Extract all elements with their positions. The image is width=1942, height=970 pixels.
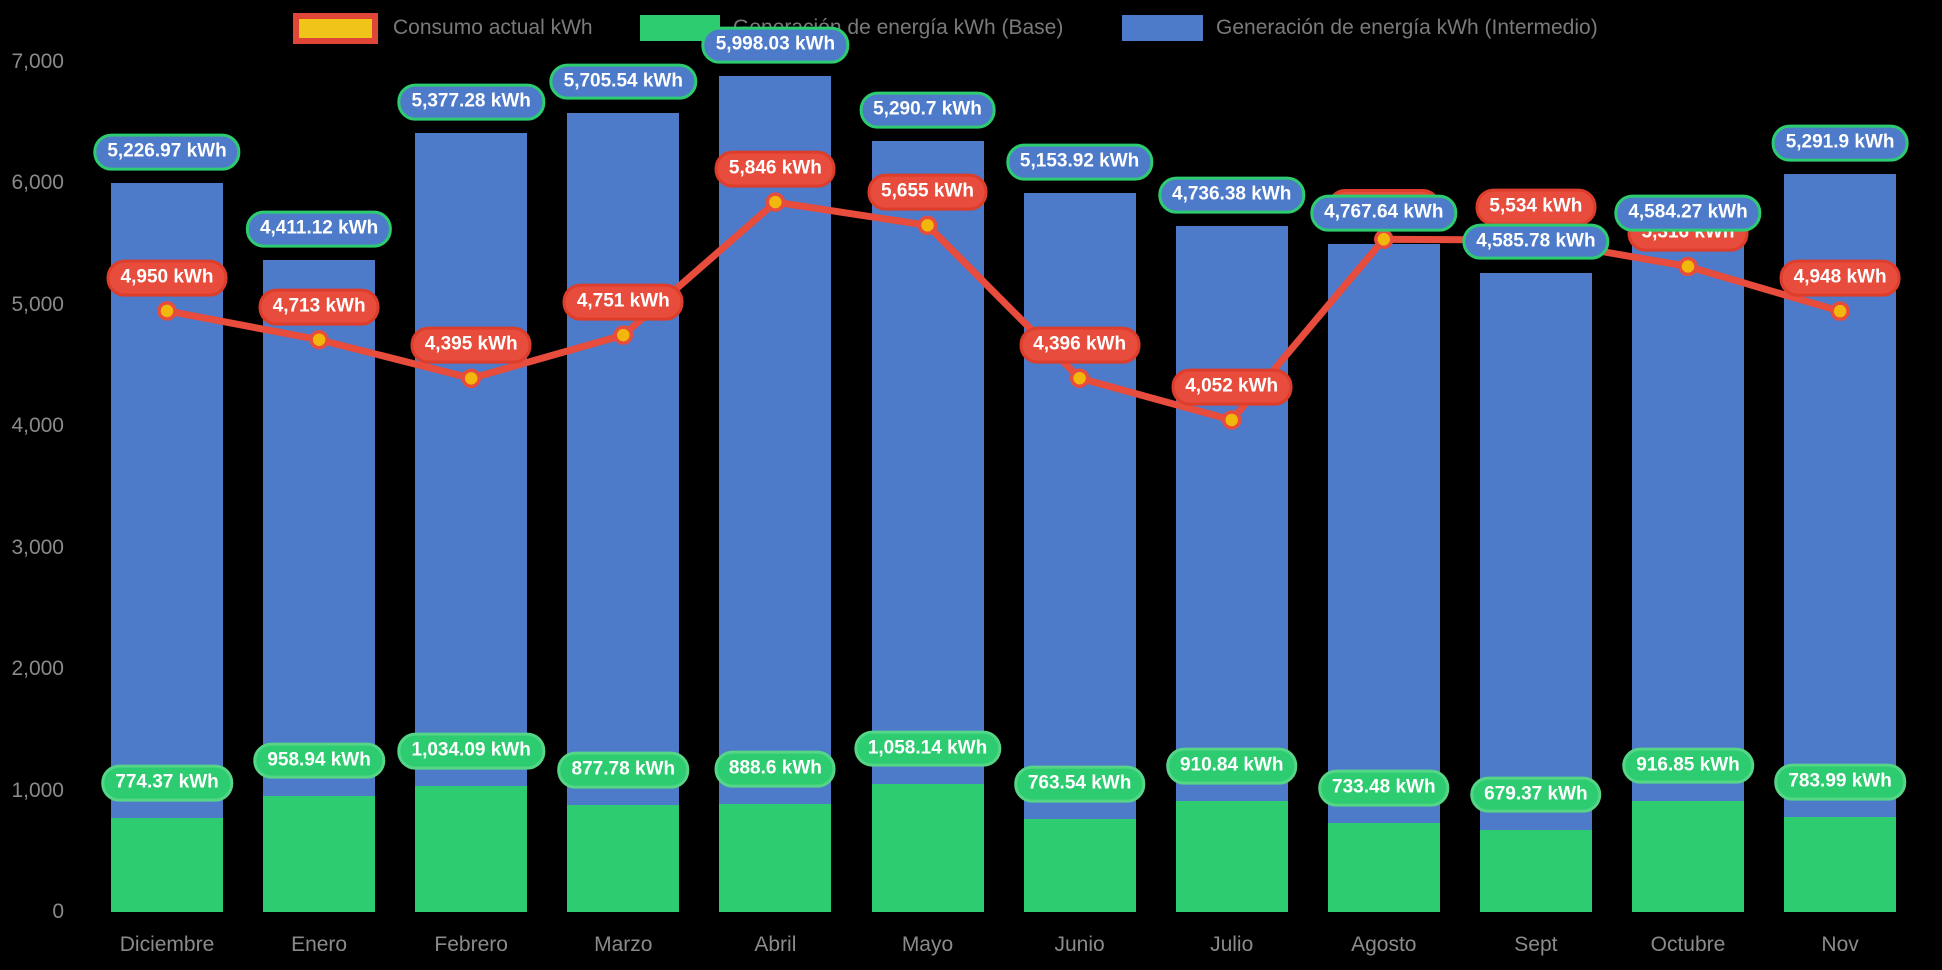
legend-item-consumo-actual[interactable]: Consumo actual kWh [293, 11, 593, 45]
bar-base-enero[interactable] [263, 795, 376, 912]
bar-intermedio-junio[interactable] [1023, 193, 1136, 820]
base-badge-abril: 888.6 kWh [714, 750, 836, 788]
consumo-point-diciembre[interactable] [157, 301, 177, 321]
consumo-point-agosto[interactable] [1374, 229, 1394, 250]
base-badge-octubre: 916.85 kWh [1622, 747, 1754, 785]
x-axis-label-mayo: Mayo [901, 933, 954, 956]
bar-base-junio[interactable] [1023, 819, 1136, 912]
base-badge-enero: 958.94 kWh [253, 742, 385, 779]
bar-base-febrero[interactable] [415, 786, 528, 912]
x-axis-label-marzo: Marzo [594, 933, 653, 956]
total-badge-julio: 4,736.38 kWh [1158, 176, 1306, 214]
x-axis-label-enero: Enero [291, 933, 348, 956]
bar-intermedio-sept[interactable] [1479, 272, 1592, 830]
base-badge-nov: 783.99 kWh [1774, 763, 1906, 801]
bar-base-marzo[interactable] [567, 805, 680, 912]
y-axis-tick-0: 0 [52, 900, 64, 923]
y-axis-tick-5000: 5,000 [11, 292, 64, 316]
legend-label-intermedio: Generación de energía kWh (Intermedio) [1216, 16, 1598, 39]
total-badge-diciembre: 5,226.97 kWh [93, 133, 241, 171]
bar-base-abril[interactable] [719, 804, 832, 912]
consumo-badge-enero: 4,713 kWh [258, 288, 380, 326]
x-axis-label-sept: Sept [1514, 933, 1558, 956]
total-badge-nov: 5,291.9 kWh [1771, 124, 1909, 162]
bar-intermedio-julio[interactable] [1175, 226, 1288, 802]
bar-intermedio-octubre[interactable] [1632, 244, 1744, 801]
y-axis-tick-3000: 3,000 [11, 535, 64, 559]
consumo-point-octubre[interactable] [1678, 256, 1698, 277]
y-axis-tick-6000: 6,000 [11, 171, 64, 195]
base-badge-junio: 763.54 kWh [1013, 765, 1146, 803]
y-axis-tick-2000: 2,000 [11, 657, 64, 681]
legend-swatch-consumo-icon [293, 12, 378, 44]
consumo-point-junio[interactable] [1069, 368, 1090, 388]
bar-base-sept[interactable] [1479, 829, 1592, 912]
consumo-point-julio[interactable] [1221, 410, 1242, 430]
consumo-badge-diciembre: 4,950 kWh [106, 259, 228, 297]
legend-label-consumo: Consumo actual kWh [393, 16, 593, 39]
consumo-badge-julio: 4,052 kWh [1171, 368, 1293, 406]
total-badge-sept: 4,585.78 kWh [1462, 223, 1610, 261]
bar-base-agosto[interactable] [1327, 822, 1440, 912]
consumo-point-febrero[interactable] [461, 368, 481, 389]
x-axis-label-octubre: Octubre [1650, 933, 1726, 956]
bar-base-nov[interactable] [1784, 816, 1897, 912]
consumo-badge-abril: 5,846 kWh [714, 150, 836, 188]
bar-intermedio-mayo[interactable] [871, 141, 984, 784]
base-badge-agosto: 733.48 kWh [1318, 769, 1450, 807]
consumo-badge-sept: 5,534 kWh [1475, 188, 1597, 226]
bar-base-julio[interactable] [1175, 801, 1288, 912]
consumo-point-nov[interactable] [1830, 301, 1850, 321]
bar-intermedio-febrero[interactable] [415, 133, 528, 787]
x-axis-label-diciembre: Diciembre [119, 933, 215, 956]
x-axis-label-abril: Abril [754, 933, 797, 956]
total-badge-octubre: 4,584.27 kWh [1614, 194, 1762, 232]
consumo-point-marzo[interactable] [613, 325, 634, 345]
x-axis-label-julio: Julio [1210, 933, 1254, 956]
base-badge-julio: 910.84 kWh [1165, 747, 1298, 785]
total-badge-marzo: 5,705.54 kWh [549, 63, 697, 100]
consumo-point-abril[interactable] [765, 192, 786, 212]
bar-base-diciembre[interactable] [111, 817, 223, 912]
bar-base-mayo[interactable] [871, 783, 984, 912]
x-axis-label-junio: Junio [1054, 933, 1105, 956]
consumo-point-mayo[interactable] [917, 215, 938, 236]
consumo-badge-nov: 4,948 kWh [1779, 259, 1901, 297]
total-badge-febrero: 5,377.28 kWh [397, 84, 545, 121]
x-axis-label-febrero: Febrero [434, 933, 508, 956]
y-axis-tick-4000: 4,000 [11, 414, 64, 438]
x-axis-label-agosto: Agosto [1351, 933, 1417, 956]
x-axis-label-nov: Nov [1821, 933, 1859, 956]
total-badge-enero: 4,411.12 kWh [245, 210, 393, 248]
y-axis-tick-1000: 1,000 [11, 778, 64, 802]
y-axis-tick-7000: 7,000 [11, 50, 64, 73]
total-badge-agosto: 4,767.64 kWh [1310, 194, 1458, 232]
bar-intermedio-agosto[interactable] [1327, 244, 1440, 823]
base-badge-mayo: 1,058.14 kWh [853, 730, 1002, 767]
consumo-badge-mayo: 5,655 kWh [867, 173, 988, 211]
consumo-badge-marzo: 4,751 kWh [562, 283, 684, 321]
base-badge-marzo: 877.78 kWh [557, 752, 690, 789]
total-badge-abril: 5,998.03 kWh [701, 26, 850, 64]
base-badge-diciembre: 774.37 kWh [101, 764, 233, 802]
legend-item-generacion-intermedio[interactable]: Generación de energía kWh (Intermedio) [1122, 11, 1598, 45]
total-badge-junio: 5,153.92 kWh [1005, 144, 1154, 181]
consumo-badge-febrero: 4,395 kWh [410, 326, 532, 364]
base-badge-febrero: 1,034.09 kWh [397, 733, 545, 770]
consumo-point-enero[interactable] [309, 329, 329, 350]
bar-base-octubre[interactable] [1632, 800, 1744, 912]
total-badge-mayo: 5,290.7 kWh [859, 91, 996, 129]
bar-intermedio-marzo[interactable] [567, 112, 680, 806]
base-badge-sept: 679.37 kWh [1470, 776, 1602, 813]
legend-swatch-intermedio-icon [1122, 15, 1203, 41]
consumo-badge-junio: 4,396 kWh [1019, 326, 1141, 364]
